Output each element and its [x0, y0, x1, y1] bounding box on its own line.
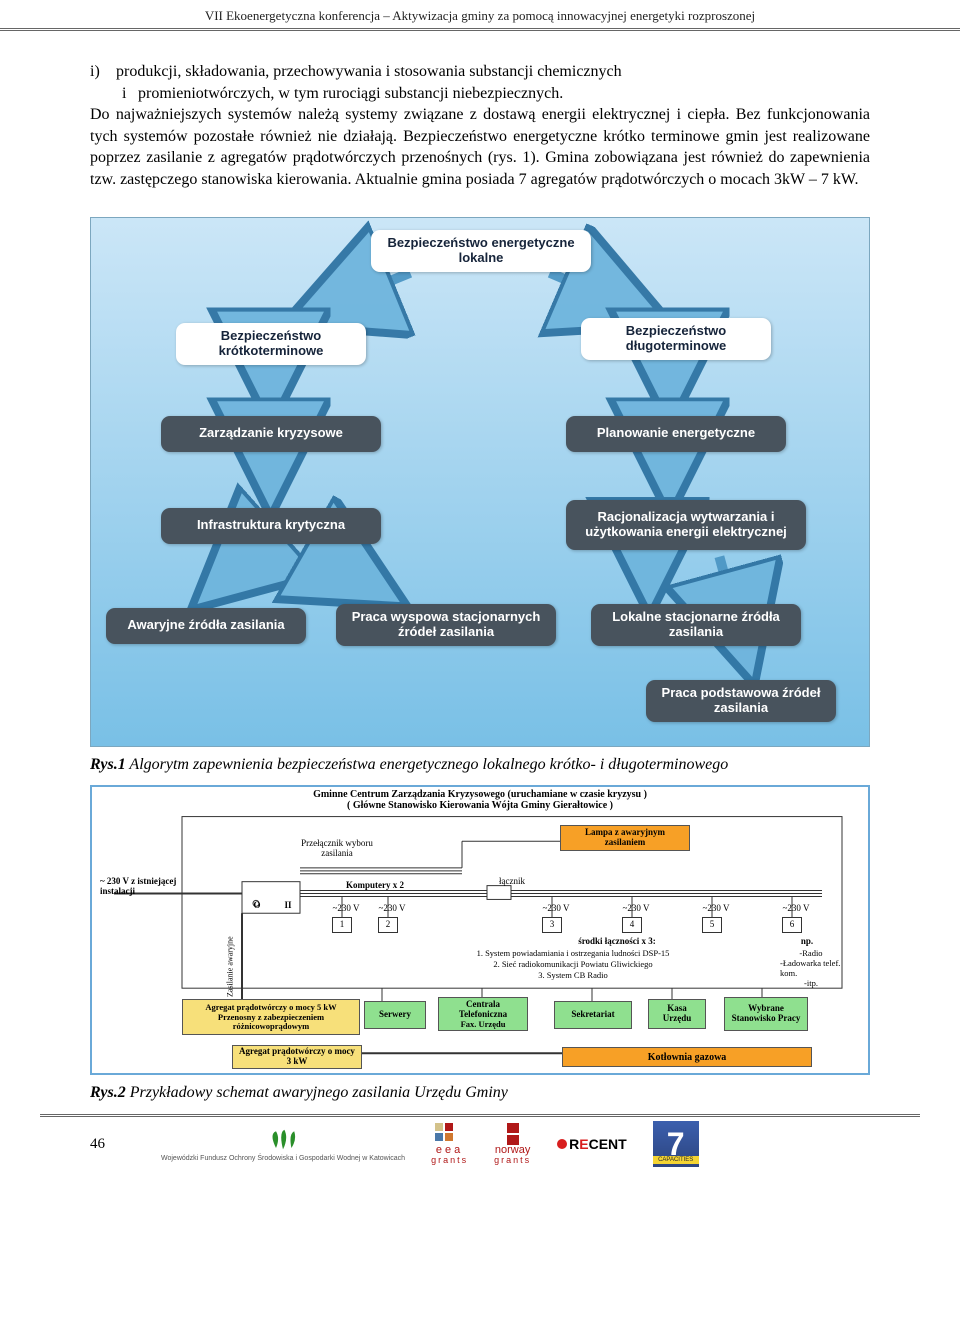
socket: 2: [378, 917, 398, 933]
label-230v: ~230 V: [536, 902, 576, 916]
socket: 5: [702, 917, 722, 933]
node-b1: Awaryjne źródła zasilania: [106, 608, 306, 644]
node-l3: Infrastruktura krytyczna: [161, 508, 381, 544]
socket: 1: [332, 917, 352, 933]
paragraph-line: promieniotwórczych, w tym rurociągi subs…: [138, 83, 870, 105]
label-230v: ~230 V: [616, 902, 656, 916]
eea-icon: [435, 1123, 465, 1145]
hanging-i: i: [116, 83, 138, 105]
node-l2: Zarządzanie kryzysowe: [161, 416, 381, 452]
text: Fax. Urzędu: [461, 1020, 506, 1029]
node-r2: Planowanie energetyczne: [566, 416, 786, 452]
diagram-arrows: [91, 218, 869, 746]
socket: 4: [622, 917, 642, 933]
node-agregat-3kw: Agregat prądotwórczy o mocy 3 kW: [232, 1045, 362, 1069]
text: CAPACITIES: [653, 1156, 699, 1164]
figure-1-caption: Rys.1 Algorytm zapewnienia bezpieczeństw…: [90, 755, 870, 776]
dot-icon: [557, 1139, 567, 1149]
logo-norway: norway grants: [494, 1123, 531, 1165]
switch-pos-o: O: [250, 899, 264, 913]
t: CENT: [589, 1136, 627, 1152]
node-b3: Lokalne stacjonarne źródła zasilania: [591, 604, 801, 646]
logo-eea: eea grants: [431, 1123, 468, 1165]
node-centrala: Centrala Telefoniczna Fax. Urzędu: [438, 997, 528, 1031]
text: grants: [494, 1156, 531, 1165]
logo-fp7: 7 CAPACITIES: [653, 1121, 699, 1167]
node-b2: Praca wyspowa stacjonarnych źródeł zasil…: [336, 604, 556, 646]
t: R: [569, 1136, 579, 1152]
node-sekretariat: Sekretariat: [554, 1001, 632, 1029]
caption-text: Przykładowy schemat awaryjnego zasilania…: [126, 1084, 508, 1101]
label-komputery: Komputery x 2: [330, 879, 420, 893]
node-r1: Bezpieczeństwo długoterminowe: [581, 318, 771, 360]
page-number: 46: [90, 1136, 105, 1153]
label-230v-input: ~ 230 V z istniejącej instalacji: [96, 875, 188, 899]
label-230v: ~230 V: [776, 902, 816, 916]
label-lacznik: łącznik: [487, 875, 537, 889]
norway-icon: [501, 1123, 525, 1145]
caption-label: Rys.2: [90, 1084, 126, 1101]
node-kotlownia: Kotłownia gazowa: [562, 1047, 812, 1067]
logo-recent: RECENT: [557, 1136, 627, 1152]
node-lampa: Lampa z awaryjnym zasilaniem: [560, 825, 690, 851]
caption-label: Rys.1: [90, 756, 126, 773]
diagram-emergency-power: Gminne Centrum Zarządzania Kryzysowego (…: [90, 785, 870, 1075]
list-line: 3. System CB Radio: [418, 969, 728, 982]
socket: 3: [542, 917, 562, 933]
label-230v: ~230 V: [372, 902, 412, 916]
logo-wfos: Wojewódzki Fundusz Ochrony Środowiska i …: [161, 1127, 405, 1162]
label-zasilanie-awaryjne: Zasilanie awaryjne: [224, 927, 238, 1007]
np-line: -itp.: [776, 977, 846, 990]
node-r3: Racjonalizacja wytwarzania i użytkowania…: [566, 500, 806, 550]
figure-2-caption: Rys.2 Przykładowy schemat awaryjnego zas…: [90, 1083, 870, 1104]
node-agregat-5kw: Agregat prądotwórczy o mocy 5 kW Przenos…: [182, 999, 360, 1035]
text: RECENT: [569, 1136, 627, 1152]
t: E: [579, 1136, 588, 1152]
paragraph-line: produkcji, składowania, przechowywania i…: [116, 61, 870, 83]
text: grants: [431, 1156, 468, 1165]
caption-text: Algorytm zapewnienia bezpieczeństwa ener…: [126, 756, 729, 773]
label-230v: ~230 V: [326, 902, 366, 916]
node-serwery: Serwery: [364, 1001, 426, 1029]
text: Centrala Telefoniczna: [443, 1000, 523, 1020]
switch-pos-ii: II: [280, 899, 296, 913]
paragraph: Do najważniejszych systemów należą syste…: [90, 104, 870, 190]
socket: 6: [782, 917, 802, 933]
leaves-icon: [261, 1127, 305, 1155]
logo-caption: Wojewódzki Fundusz Ochrony Środowiska i …: [161, 1155, 405, 1162]
node-kasa: Kasa Urzędu: [648, 999, 706, 1029]
node-top: Bezpieczeństwo energetyczne lokalne: [371, 230, 591, 272]
node-b4: Praca podstawowa źródeł zasilania: [646, 680, 836, 722]
running-header: VII Ekoenergetyczna konferencja – Aktywi…: [0, 0, 960, 31]
label-230v: ~230 V: [696, 902, 736, 916]
diagram-energy-security: Bezpieczeństwo energetyczne lokalne Bezp…: [90, 217, 870, 747]
body-text: i) produkcji, składowania, przechowywani…: [0, 31, 960, 207]
node-l1: Bezpieczeństwo krótkoterminowe: [176, 323, 366, 365]
page-footer: 46 Wojewódzki Fundusz Ochrony Środowiska…: [40, 1114, 920, 1177]
node-wybrane: Wybrane Stanowisko Pracy: [724, 997, 808, 1031]
label-przelacznik: Przełącznik wyboru zasilania: [292, 837, 382, 861]
list-marker: i): [90, 61, 116, 104]
